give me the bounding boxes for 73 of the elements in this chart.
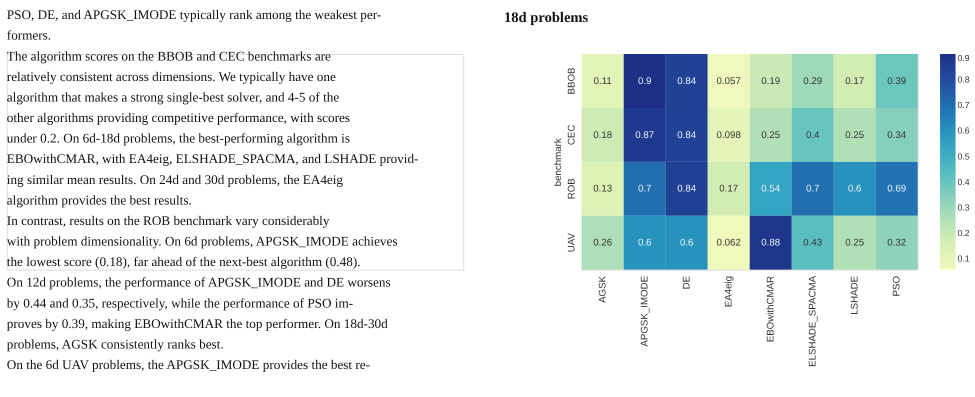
data-label: 0.17 [845,76,864,87]
color-bar-label: 0.6 [958,126,970,136]
color-bar-label: 0.7 [958,100,970,110]
data-label: 0.9 [638,76,652,87]
text: algorithm provides the best results. [6,192,192,208]
data-label: 0.87 [635,130,654,141]
data-label: 0.69 [887,184,906,195]
color-bar-label: 0.3 [958,202,970,212]
text: with problem dimensionality. On 6d problems, APGSK_IMODE achieves [6,234,398,249]
data-label: 0.18 [593,130,612,141]
data-label: 0.057 [716,76,741,87]
text: PSO, DE, and APGSK_IMODE typically rank among the weakest per- [6,7,382,22]
data-label: 0.19 [761,76,780,87]
color-bar-label: 0.4 [958,176,970,187]
data-label: 0.43 [803,238,822,249]
text: In contrast, results on the ROB benchmark vary considerably [6,212,330,228]
data-label: 0.6 [680,238,694,249]
y-axis-title: benchmark [552,138,564,186]
x-tick-label: PSO [892,276,903,296]
text: ing similar mean results. On 24d and 30d problems, the EA4eig [6,172,344,187]
color-bar-label: 0.9 [958,52,970,63]
text: other algorithms providing competitive performance, with scores [6,110,350,126]
data-label: 0.7 [806,184,820,195]
color-bar-label: 0.8 [958,74,970,85]
data-label: 0.39 [887,76,906,87]
text: the lowest score (0.18), far ahead of the next-best algorithm (0.48). [6,254,361,270]
y-tick-label: UAV [566,232,578,252]
data-label: 0.098 [716,130,741,141]
data-label: 0.6 [848,184,862,195]
text: problems, AGSK consistently ranks best. [6,336,224,352]
text: algorithm that makes a strong single-best solver, and 4-5 of the [6,89,340,104]
x-tick-label: EBOwithCMAR [766,276,777,342]
text: EBOwithCMAR, with EA4eig, ELSHADE_SPACMA, and LSHADE provid- [6,151,418,166]
data-label: 0.32 [887,238,906,249]
data-label: 0.84 [677,76,697,87]
x-tick-label: ELSHADE_SPACMA [808,275,819,367]
data-label: 0.26 [593,238,612,249]
data-label: 0.17 [719,184,738,195]
data-label: 0.11 [594,76,612,87]
color-bar-label: 0.5 [958,151,970,162]
x-tick-label: LSHADE [850,275,861,315]
data-label: 0.6 [638,238,652,249]
chart-title: 18d problems [504,10,589,26]
x-tick-label: AGSK [598,275,609,303]
data-label: 0.29 [803,76,822,87]
data-label: 0.7 [638,184,652,195]
text: by 0.44 and 0.35, respectively, while the performance of PSO im- [6,295,354,310]
text: On 12d problems, the performance of APGSK_IMODE and DE worsens [6,274,391,290]
data-label: 0.54 [761,184,781,195]
data-label: 0.13 [593,184,612,195]
text: relatively consistent across dimensions. We typically have one [6,68,336,84]
data-label: 0.34 [887,130,907,141]
data-label: 0.4 [806,130,820,141]
data-label: 0.84 [677,130,697,141]
text: The algorithm scores on the BBOB and CEC benchmarks are [6,48,332,64]
data-label: 0.25 [845,238,864,249]
data-label: 0.25 [845,130,864,141]
data-label: 0.25 [761,130,780,141]
text: under 0.2. On 6d-18d problems, the best-performing algorithm is [6,130,350,146]
text: proves by 0.39, making EBOwithCMAR the top performer. On 18d-30d [6,316,388,331]
text: formers. [6,28,52,43]
x-tick-label: EA4eig [724,276,735,308]
data-label: 0.062 [716,238,741,249]
color-bar-label: 0.2 [958,228,970,238]
data-label: 0.88 [761,238,780,249]
color-bar-label: 0.1 [958,254,970,264]
x-tick-label: APGSK_IMODE [640,275,651,347]
y-tick-label: CEC [566,124,578,146]
y-tick-label: ROB [566,178,578,200]
text: On the 6d UAV problems, the APGSK_IMODE provides the best re- [6,357,370,372]
x-tick-label: DE [682,275,693,290]
y-tick-label: BBOB [566,68,578,94]
data-label: 0.84 [677,184,697,195]
